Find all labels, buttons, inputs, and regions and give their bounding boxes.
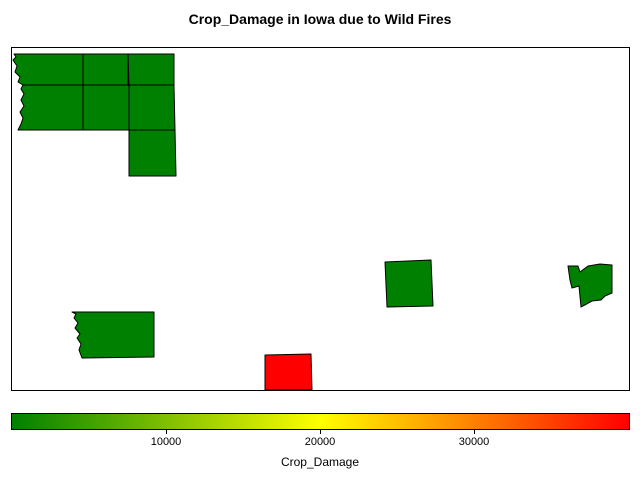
legend-title: Crop_Damage: [280, 455, 360, 469]
county-nw-1[interactable]: [12, 53, 84, 86]
county-east-central[interactable]: [384, 259, 434, 308]
county-south-central[interactable]: [264, 353, 313, 390]
legend-tick-label: 10000: [150, 436, 182, 448]
legend-tick: [166, 429, 167, 434]
legend-tick: [474, 429, 475, 434]
county-nw-2[interactable]: [82, 53, 129, 86]
legend-tick: [320, 429, 321, 434]
county-east-river[interactable]: [567, 263, 613, 308]
county-nw-7[interactable]: [128, 129, 177, 177]
iowa-county-map: [12, 53, 613, 390]
county-nw-4[interactable]: [17, 84, 84, 131]
legend-tick-label: 30000: [458, 436, 490, 448]
map-frame: [11, 47, 630, 391]
county-nw-3[interactable]: [127, 53, 175, 86]
county-southwest-river[interactable]: [71, 311, 155, 359]
county-nw-6[interactable]: [128, 84, 176, 131]
color-ramp-legend: [11, 413, 630, 430]
county-nw-5[interactable]: [82, 84, 130, 131]
map-title: Crop_Damage in Iowa due to Wild Fires: [188, 11, 452, 27]
legend-tick-label: 20000: [304, 436, 336, 448]
